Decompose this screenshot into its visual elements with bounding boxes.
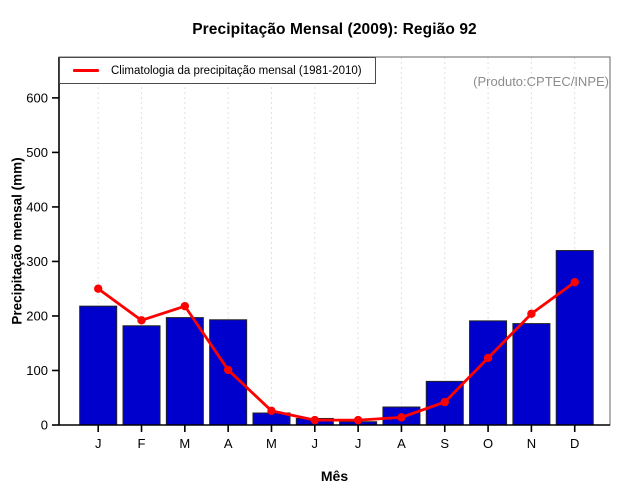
y-tick-label: 0 bbox=[41, 418, 48, 433]
x-tick-label: N bbox=[527, 436, 536, 451]
x-axis-title: Mês bbox=[320, 468, 349, 484]
x-tick-label: M bbox=[266, 436, 277, 451]
bar-J-1 bbox=[79, 305, 118, 426]
x-tick-label: M bbox=[179, 436, 190, 451]
x-tick-label: A bbox=[397, 436, 406, 451]
x-tick-label: F bbox=[138, 436, 146, 451]
bar-D-12 bbox=[555, 250, 594, 426]
legend-line-swatch bbox=[73, 69, 99, 72]
y-tick-label: 100 bbox=[26, 363, 48, 378]
legend: Climatologia da precipitação mensal (198… bbox=[59, 57, 376, 84]
y-tick-label: 400 bbox=[26, 199, 48, 214]
y-tick-label: 500 bbox=[26, 145, 48, 160]
climatology-point-5 bbox=[267, 406, 276, 416]
x-tick-label: S bbox=[440, 436, 449, 451]
climatology-point-8 bbox=[397, 413, 406, 422]
climatology-line bbox=[96, 280, 577, 422]
y-tick-label: 200 bbox=[26, 308, 48, 323]
climatology-point-7 bbox=[353, 415, 363, 425]
climatology-point-9 bbox=[440, 397, 449, 407]
bar-N-11 bbox=[512, 323, 551, 426]
climatology-point-2 bbox=[137, 316, 146, 325]
produto-label: (Produto:CPTEC/INPE) bbox=[473, 74, 609, 89]
x-tick-label: J bbox=[95, 436, 102, 451]
legend-label: Climatologia da precipitação mensal (198… bbox=[111, 64, 362, 77]
y-axis-title: Precipitação mensal (mm) bbox=[9, 157, 25, 325]
x-tick-label: J bbox=[312, 436, 319, 451]
bar-F-2 bbox=[122, 325, 161, 426]
x-tick-label: O bbox=[483, 436, 493, 451]
climatology-point-3 bbox=[180, 301, 190, 311]
climatology-point-12 bbox=[570, 277, 579, 287]
climatology-point-1 bbox=[94, 284, 103, 293]
bar-O-10 bbox=[469, 320, 508, 426]
climatology-point-11 bbox=[527, 309, 536, 318]
climatology-point-4 bbox=[223, 365, 233, 375]
climatology-point-6 bbox=[310, 415, 319, 425]
chart-title: Precipitação Mensal (2009): Região 92 bbox=[192, 21, 477, 38]
y-tick-label: 300 bbox=[26, 254, 48, 269]
climatology-point-10 bbox=[483, 353, 493, 363]
bar-M-3 bbox=[165, 317, 204, 426]
x-tick-label: J bbox=[355, 436, 362, 451]
y-tick-label: 600 bbox=[26, 90, 48, 105]
x-tick-label: A bbox=[224, 436, 233, 451]
x-tick-label: D bbox=[570, 436, 579, 451]
